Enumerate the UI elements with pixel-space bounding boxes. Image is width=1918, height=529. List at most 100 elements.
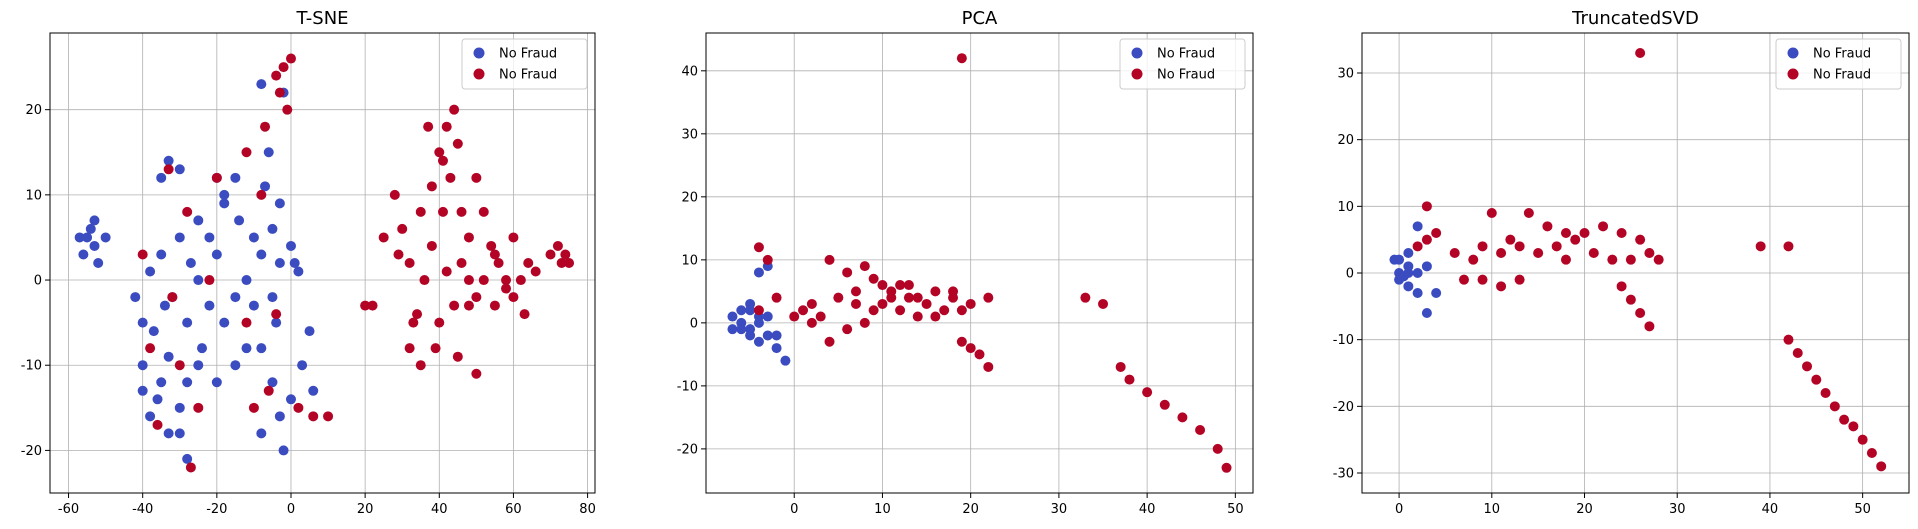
- pca-series-1-point-0: [956, 53, 967, 64]
- pca-series-1-point-39: [1098, 298, 1109, 309]
- tsne-title: T-SNE: [295, 8, 348, 29]
- tsne-series-0-point-44: [219, 317, 230, 328]
- tsne-series-0-point-25: [293, 266, 304, 277]
- tsne-series-1-point-22: [167, 292, 178, 303]
- pca-legend-marker-0: [1131, 47, 1143, 59]
- pca-panel: 0 10 20 30 40 50 -20 -10 0 10 20 30 40 PCA No Fraud No …: [677, 8, 1254, 517]
- pca-series-1-point-15: [965, 298, 976, 309]
- truncated-svd-y-tick-label-3: 0: [1346, 267, 1354, 282]
- pca-series-1-point-5: [789, 311, 800, 322]
- pca-y-tick-label-5: 30: [681, 127, 698, 142]
- tsne-series-1-point-8: [211, 172, 222, 183]
- tsne-series-1-point-39: [437, 206, 448, 217]
- truncated-svd-series-1-point-2: [1412, 241, 1423, 252]
- pca-series-1-point-27: [842, 324, 853, 335]
- tsne-series-1-point-67: [545, 249, 556, 260]
- pca-series-1-point-1: [753, 242, 764, 253]
- tsne-series-0-point-56: [182, 453, 193, 464]
- tsne-series-0-point-5: [74, 232, 85, 243]
- tsne-series-1-point-35: [441, 121, 452, 132]
- pca-series-1-point-21: [903, 292, 914, 303]
- tsne-series-0-point-72: [185, 258, 196, 268]
- tsne-series-0-point-37: [137, 317, 148, 328]
- tsne-series-1-point-38: [445, 172, 456, 183]
- tsne-series-0-point-61: [163, 351, 174, 362]
- truncated-svd-x-tick-label-4: 40: [1762, 502, 1779, 517]
- pca-x-tick-label-1: 10: [874, 502, 891, 517]
- tsne-series-0-point-26: [267, 292, 278, 303]
- tsne-series-0-point-0: [82, 232, 93, 243]
- tsne-series-0-point-10: [156, 249, 167, 260]
- tsne-series-1-point-46: [449, 300, 460, 311]
- truncated-svd-title: TruncatedSVD: [1571, 8, 1699, 29]
- pca-series-0-point-11: [771, 343, 782, 354]
- pca-x-tick-label-5: 50: [1227, 502, 1244, 517]
- tsne-series-0-point-50: [285, 394, 296, 405]
- pca-series-1-point-23: [939, 305, 950, 316]
- tsne-series-1-point-0: [271, 70, 282, 81]
- tsne-series-1-point-58: [508, 232, 519, 243]
- tsne-legend-label-1: No Fraud: [499, 68, 557, 83]
- tsne-series-1-point-42: [412, 309, 423, 320]
- tsne-x-tick-label-6: 60: [505, 502, 522, 517]
- truncated-svd-series-0-point-11: [1389, 254, 1400, 265]
- truncated-svd-series-1-point-31: [1635, 308, 1646, 318]
- tsne-series-1-point-65: [501, 275, 512, 286]
- tsne-series-1-point-37: [452, 138, 463, 149]
- pca-series-1-point-11: [895, 280, 906, 291]
- truncated-svd-series-1-point-33: [1755, 241, 1766, 252]
- pca-series-1-point-9: [859, 261, 870, 272]
- tsne-series-1-point-12: [174, 360, 185, 371]
- tsne-series-1-point-71: [556, 258, 567, 268]
- truncated-svd-series-1-point-46: [1653, 254, 1664, 265]
- tsne-series-1-point-13: [193, 402, 204, 413]
- pca-y-tick-label-6: 40: [681, 64, 698, 79]
- tsne-series-1-point-69: [560, 249, 571, 260]
- pca-y-tick-label-4: 20: [681, 190, 698, 205]
- pca-series-1-point-50: [850, 286, 861, 297]
- pca-series-1-point-17: [833, 292, 844, 303]
- truncated-svd-series-1-point-48: [1477, 241, 1488, 252]
- truncated-svd-series-1-point-41: [1839, 414, 1850, 425]
- tsne-series-0-point-51: [297, 360, 308, 371]
- tsne-series-1-point-64: [489, 300, 500, 311]
- tsne-series-1-point-66: [519, 309, 530, 320]
- tsne-series-1-point-15: [248, 402, 259, 413]
- pca-y-tick-label-3: 10: [681, 253, 698, 268]
- tsne-series-1-point-29: [389, 189, 400, 200]
- pca-series-1-point-19: [868, 305, 879, 316]
- truncated-svd-series-0-point-9: [1431, 288, 1442, 298]
- truncated-svd-series-1-point-47: [1560, 254, 1571, 265]
- truncated-svd-series-1-point-10: [1542, 221, 1553, 232]
- tsne-series-1-point-1: [278, 62, 289, 73]
- pca-series-0-point-13: [736, 305, 747, 316]
- pca-series-1-point-3: [771, 292, 782, 303]
- tsne-series-1-point-21: [163, 164, 174, 175]
- tsne-series-0-point-13: [156, 172, 167, 183]
- tsne-series-0-point-11: [174, 232, 185, 243]
- tsne-series-1-point-40: [426, 240, 437, 251]
- tsne-series-0-point-71: [219, 189, 230, 200]
- truncated-svd-series-1-point-32: [1644, 321, 1655, 332]
- tsne-series-1-point-77: [478, 275, 489, 286]
- tsne-series-0-point-23: [274, 258, 285, 268]
- tsne-series-0-point-31: [193, 360, 204, 371]
- tsne-series-0-point-15: [193, 215, 204, 226]
- truncated-svd-y-tick-label-4: 10: [1337, 200, 1354, 215]
- pca-series-1-point-24: [956, 305, 967, 316]
- tsne-series-0-point-30: [211, 377, 222, 388]
- tsne-series-1-point-14: [185, 462, 196, 473]
- tsne-series-1-point-44: [415, 360, 426, 371]
- tsne-series-0-point-55: [256, 428, 267, 439]
- pca-series-1-point-10: [877, 280, 888, 291]
- tsne-series-0-point-54: [278, 445, 289, 456]
- tsne-series-0-point-6: [89, 240, 100, 251]
- tsne-series-1-point-52: [493, 258, 504, 268]
- tsne-series-0-point-43: [211, 249, 222, 260]
- pca-series-1-point-6: [806, 298, 817, 309]
- tsne-series-0-point-24: [285, 240, 296, 251]
- tsne-series-1-point-25: [271, 309, 282, 320]
- pca-series-1-point-51: [868, 273, 879, 284]
- tsne-series-1-point-7: [256, 189, 267, 200]
- tsne-legend-box: [461, 38, 588, 90]
